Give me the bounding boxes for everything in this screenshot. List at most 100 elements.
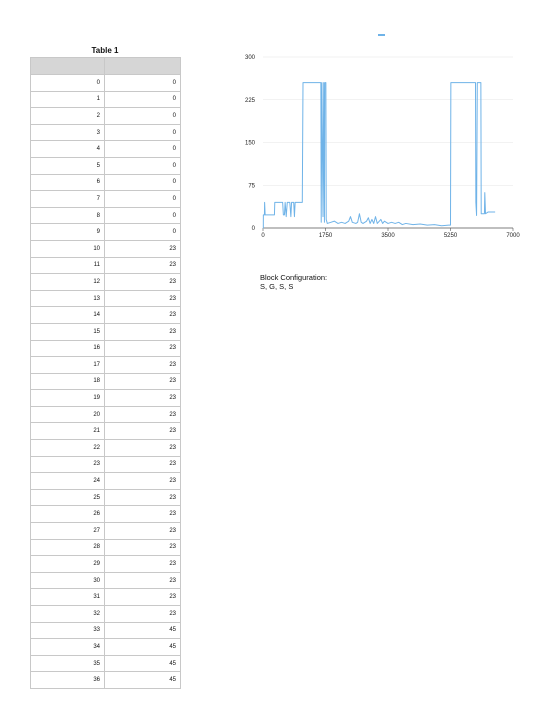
table-cell-value: 45 bbox=[104, 671, 181, 689]
table-cell-value: 23 bbox=[104, 405, 181, 424]
table-row: 30 23 bbox=[30, 571, 181, 590]
table-cell-index: 21 bbox=[30, 422, 105, 441]
table-cell-index: 23 bbox=[30, 455, 105, 474]
table-cell-index: 4 bbox=[30, 140, 105, 158]
table-cell-value: 23 bbox=[104, 505, 181, 524]
table-row: 10 23 bbox=[30, 239, 181, 258]
table-cell-value: 0 bbox=[104, 74, 181, 92]
table-cell-value: 23 bbox=[104, 422, 181, 441]
table-cell-value: 23 bbox=[104, 439, 181, 457]
table-cell-value: 23 bbox=[104, 372, 181, 391]
table-cell-index: 2 bbox=[30, 107, 105, 125]
table-row: 18 23 bbox=[30, 372, 181, 391]
block-configuration-label: Block Configuration: bbox=[260, 273, 328, 282]
table-cell-value: 0 bbox=[104, 190, 181, 208]
table-cell-value: 23 bbox=[104, 273, 181, 291]
x-tick-label: 7000 bbox=[506, 233, 520, 239]
table-cell-value: 23 bbox=[104, 605, 181, 623]
table-cell-index: 28 bbox=[30, 538, 105, 557]
table-cell-index: 34 bbox=[30, 638, 105, 656]
table-cell-index: 12 bbox=[30, 273, 105, 291]
table-cell-value: 45 bbox=[104, 654, 181, 673]
y-tick-label: 300 bbox=[245, 55, 256, 61]
table-cell-index: 22 bbox=[30, 439, 105, 457]
table-row: 23 23 bbox=[30, 455, 181, 474]
table-row: 36 45 bbox=[30, 671, 181, 689]
table-cell-value: 0 bbox=[104, 173, 181, 192]
table-cell-index: 19 bbox=[30, 389, 105, 407]
table-row: 12 23 bbox=[30, 273, 181, 291]
table-cell-value: 0 bbox=[104, 90, 181, 109]
table-cell-index: 13 bbox=[30, 289, 105, 308]
block-configuration-value: S, G, S, S bbox=[260, 282, 294, 291]
series-line bbox=[262, 82, 496, 229]
table-row: 11 23 bbox=[30, 256, 181, 275]
table-row: 29 23 bbox=[30, 555, 181, 573]
table-title: Table 1 bbox=[91, 46, 119, 55]
table-cell-value: 23 bbox=[104, 538, 181, 557]
table-row: 21 23 bbox=[30, 422, 181, 441]
table-cell-index: 18 bbox=[30, 372, 105, 391]
table-cell-index: 14 bbox=[30, 306, 105, 324]
table-row: 35 45 bbox=[30, 654, 181, 673]
table-cell-value: 23 bbox=[104, 472, 181, 490]
column-header bbox=[30, 57, 105, 75]
table-row: 31 23 bbox=[30, 588, 181, 606]
table-row: 17 23 bbox=[30, 356, 181, 374]
table-row: 34 45 bbox=[30, 638, 181, 656]
column-header bbox=[104, 57, 181, 75]
table-row: 25 23 bbox=[30, 488, 181, 507]
table-cell-value: 23 bbox=[104, 455, 181, 474]
table-cell-value: 0 bbox=[104, 140, 181, 158]
legend-swatch bbox=[378, 34, 385, 36]
table-cell-value: 0 bbox=[104, 206, 181, 225]
block-configuration: Block Configuration: S, G, S, S bbox=[260, 273, 327, 291]
table-cell-index: 30 bbox=[30, 571, 105, 590]
table-cell-value: 45 bbox=[104, 621, 181, 640]
table-cell-index: 29 bbox=[30, 555, 105, 573]
table-cell-index: 20 bbox=[30, 405, 105, 424]
table-cell-value: 23 bbox=[104, 522, 181, 540]
table-cell-index: 8 bbox=[30, 206, 105, 225]
table-cell-index: 1 bbox=[30, 90, 105, 109]
y-tick-label: 0 bbox=[252, 226, 256, 232]
table-cell-value: 23 bbox=[104, 239, 181, 258]
table-row: 14 23 bbox=[30, 306, 181, 324]
table-cell-value: 45 bbox=[104, 638, 181, 656]
table-cell-value: 23 bbox=[104, 571, 181, 590]
table-cell-index: 7 bbox=[30, 190, 105, 208]
table-row: 27 23 bbox=[30, 522, 181, 540]
table-row: 16 23 bbox=[30, 339, 181, 358]
table-cell-index: 9 bbox=[30, 223, 105, 241]
y-tick-label: 225 bbox=[245, 98, 256, 104]
table-cell-value: 23 bbox=[104, 289, 181, 308]
data-table: 0 0 1 0 2 0 3 0 4 0 5 0 6 0 7 0 8 0 9 0 10 23 11 23 12 23 13 23 14 23… bbox=[30, 57, 181, 689]
table-row: 26 23 bbox=[30, 505, 181, 524]
table-cell-value: 23 bbox=[104, 339, 181, 358]
table-row: 24 23 bbox=[30, 472, 181, 490]
table-cell-index: 10 bbox=[30, 239, 105, 258]
table-cell-value: 23 bbox=[104, 488, 181, 507]
table-row: 19 23 bbox=[30, 389, 181, 407]
table-cell-index: 3 bbox=[30, 123, 105, 142]
table-cell-index: 32 bbox=[30, 605, 105, 623]
table-row: 20 23 bbox=[30, 405, 181, 424]
table-cell-value: 23 bbox=[104, 356, 181, 374]
table-header-row bbox=[30, 57, 181, 75]
table-row: 28 23 bbox=[30, 538, 181, 557]
table-cell-index: 16 bbox=[30, 339, 105, 358]
y-tick-label: 75 bbox=[248, 183, 255, 189]
table-row: 33 45 bbox=[30, 621, 181, 640]
table-cell-index: 26 bbox=[30, 505, 105, 524]
table-cell-value: 23 bbox=[104, 588, 181, 606]
table-body: 0 0 1 0 2 0 3 0 4 0 5 0 6 0 7 0 8 0 9 0 10 23 11 23 12 23 13 23 14 23… bbox=[30, 74, 181, 689]
table-cell-index: 25 bbox=[30, 488, 105, 507]
table-cell-value: 0 bbox=[104, 223, 181, 241]
